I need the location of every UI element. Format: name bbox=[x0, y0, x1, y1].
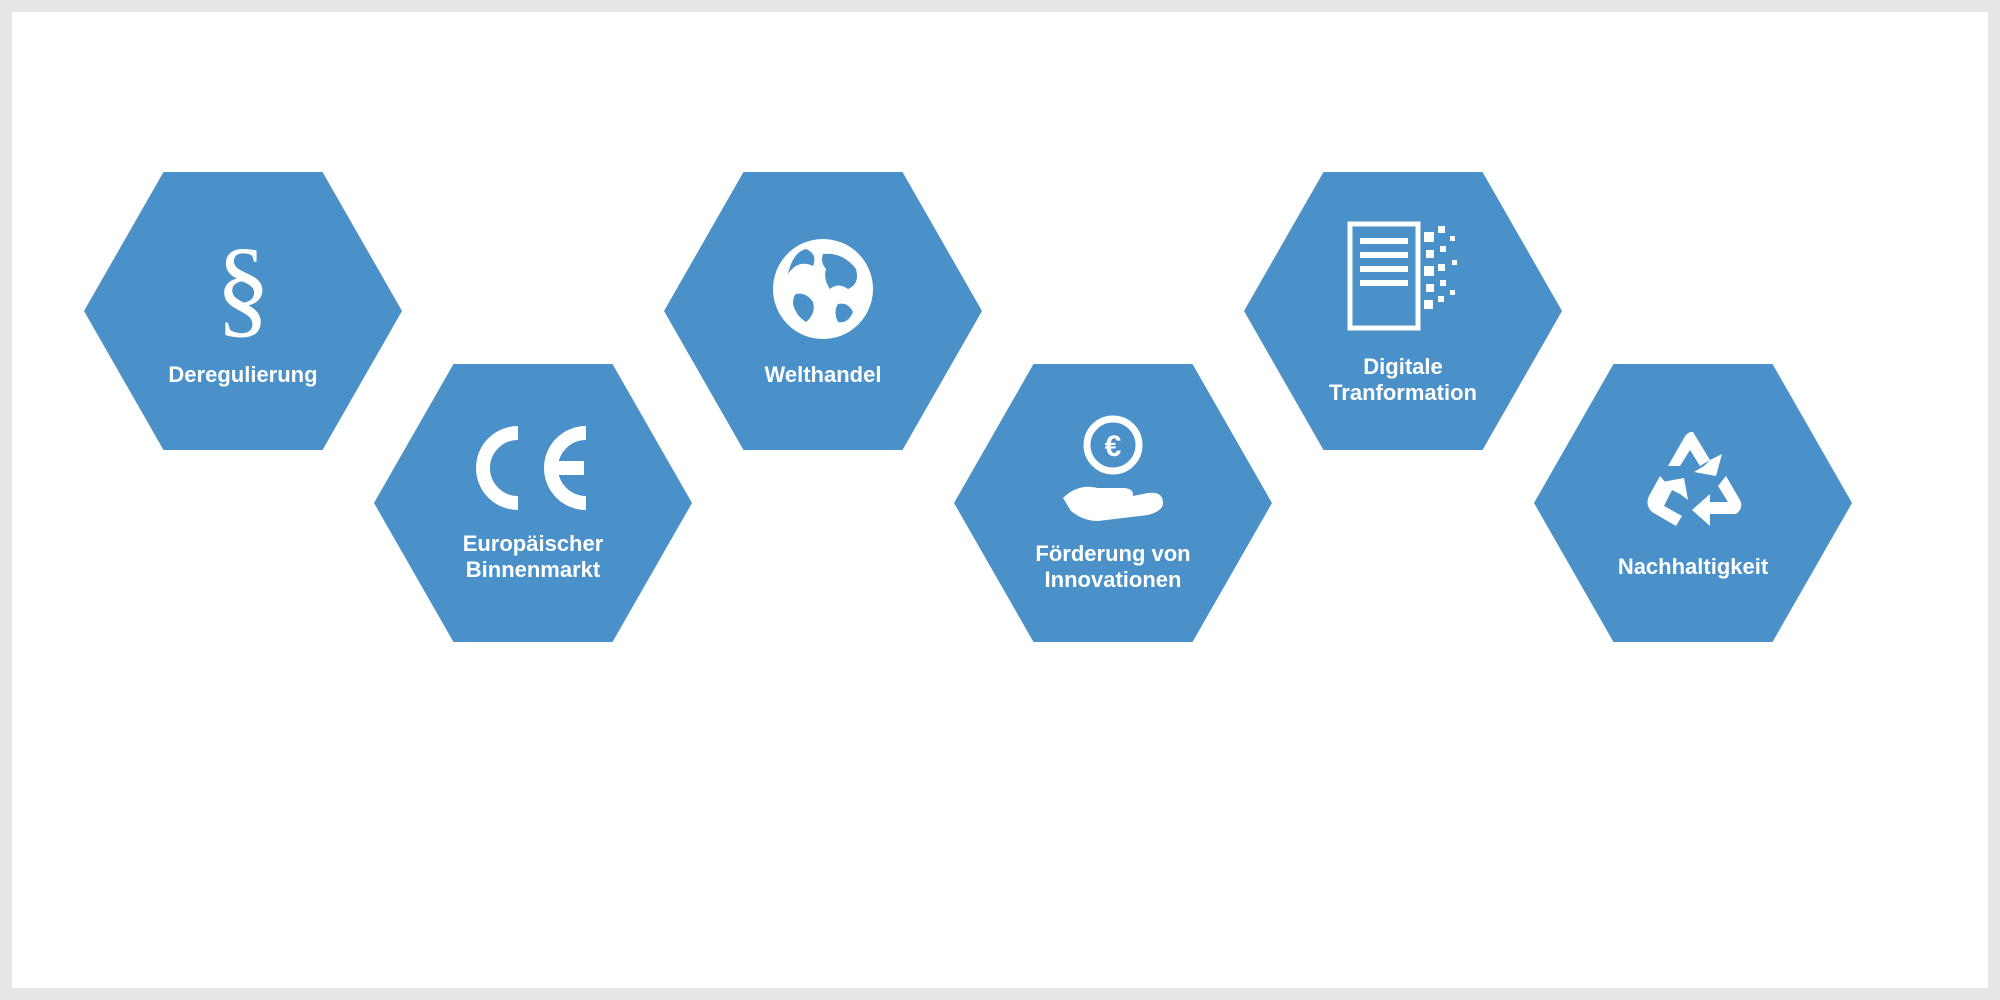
hexagon-tile: § Deregulierung bbox=[84, 172, 402, 450]
hexagon-tile: Welthandel bbox=[664, 172, 982, 450]
hexagon-label: Deregulierung bbox=[138, 362, 347, 388]
ce-mark-icon bbox=[468, 423, 598, 531]
section-sign-icon: § bbox=[208, 234, 278, 362]
hexagon-tile: Digitale Tranformation bbox=[1244, 172, 1562, 450]
hand-euro-icon: € bbox=[1053, 413, 1173, 541]
hexagon-label: Digitale Tranformation bbox=[1299, 354, 1507, 407]
hexagon-label: Welthandel bbox=[735, 362, 912, 388]
globe-icon bbox=[768, 234, 878, 362]
digital-document-icon bbox=[1338, 216, 1468, 354]
hexagon-tile: € Förderung von Innovationen bbox=[954, 364, 1272, 642]
svg-text:§: § bbox=[216, 234, 271, 344]
hexagon-label: Nachhaltigkeit bbox=[1588, 554, 1798, 580]
hexagon-label: Europäischer Binnenmarkt bbox=[433, 531, 634, 584]
recycle-icon bbox=[1638, 426, 1748, 554]
hexagon-tile: Nachhaltigkeit bbox=[1534, 364, 1852, 642]
svg-text:€: € bbox=[1105, 430, 1122, 463]
outer-frame: § Deregulierung Europäischer Binnenmarkt We… bbox=[0, 0, 2000, 1000]
infographic-canvas: § Deregulierung Europäischer Binnenmarkt We… bbox=[12, 12, 1988, 988]
hexagon-tile: Europäischer Binnenmarkt bbox=[374, 364, 692, 642]
hexagon-label: Förderung von Innovationen bbox=[1005, 541, 1220, 594]
